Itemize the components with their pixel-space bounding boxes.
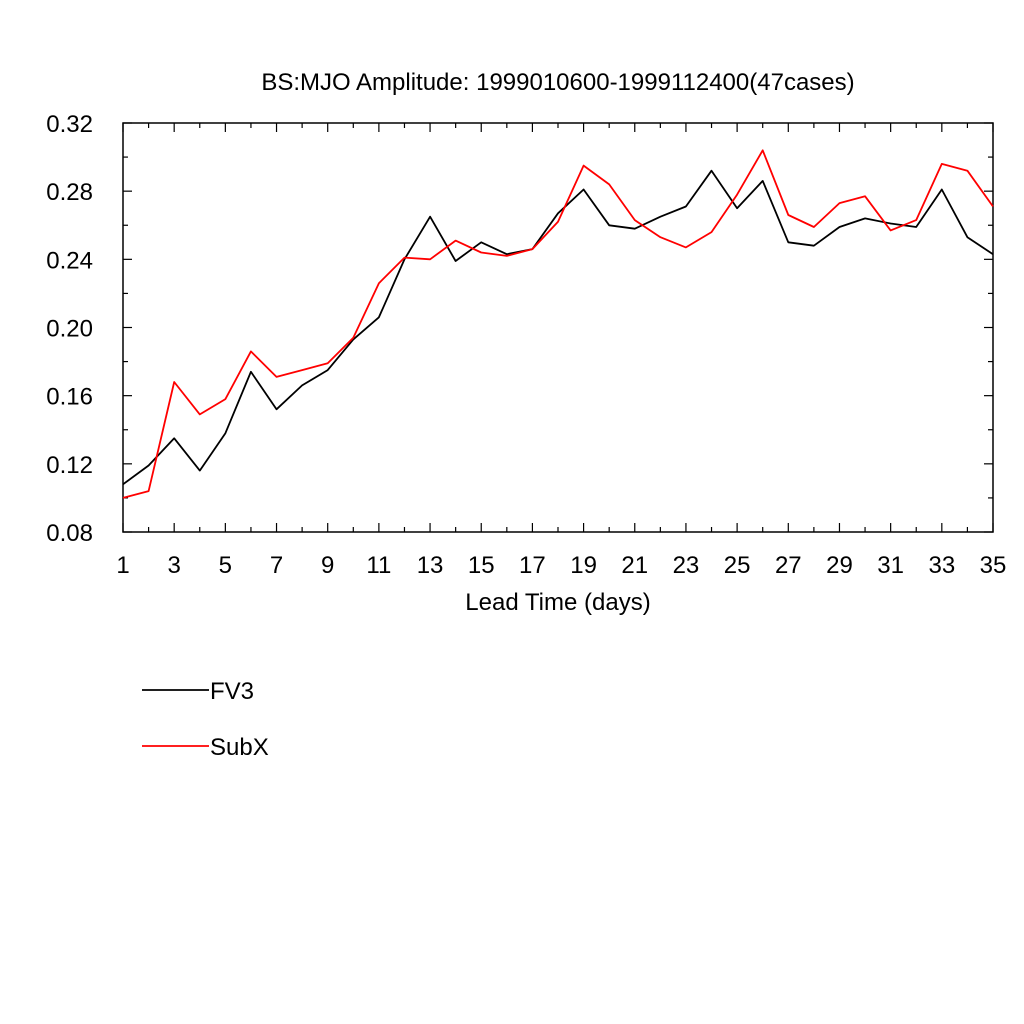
x-tick-label: 3	[167, 552, 180, 579]
x-tick-label: 25	[724, 552, 751, 579]
x-tick-label: 29	[826, 552, 853, 579]
x-tick-label: 19	[570, 552, 597, 579]
x-axis-ticks: 1 3 5 7 9 11 13 15 17 19 21 23 25 27 29 31 33 35	[116, 123, 1006, 579]
x-tick-label: 35	[980, 552, 1007, 579]
x-tick-label: 15	[468, 552, 495, 579]
plot-border	[122, 122, 994, 533]
y-tick-label: 0.08	[46, 520, 93, 547]
x-axis-label: Lead Time (days)	[465, 589, 650, 616]
y-tick-label: 0.32	[46, 111, 93, 138]
y-tick-label: 0.12	[46, 452, 93, 479]
x-tick-label: 5	[219, 552, 232, 579]
chart-title: BS:MJO Amplitude: 1999010600-1999112400(…	[261, 69, 854, 96]
x-tick-label: 21	[621, 552, 648, 579]
y-tick-label: 0.16	[46, 384, 93, 411]
x-tick-label: 11	[366, 552, 391, 579]
series-line-subx	[122, 149, 994, 499]
y-tick-label: 0.28	[46, 179, 93, 206]
y-axis-ticks: 0.08 0.12 0.16 0.20 0.24 0.28 0.32	[46, 111, 993, 547]
y-tick-label: 0.20	[46, 316, 93, 343]
y-tick-label: 0.24	[46, 247, 93, 274]
plot-frame	[122, 122, 994, 533]
x-tick-label: 7	[270, 552, 283, 579]
x-tick-label: 23	[673, 552, 700, 579]
x-tick-label: 31	[877, 552, 904, 579]
x-tick-label: 13	[417, 552, 444, 579]
x-tick-label: 33	[928, 552, 955, 579]
x-tick-label: 1	[116, 552, 129, 579]
x-tick-label: 27	[775, 552, 802, 579]
legend-label-subx: SubX	[210, 734, 269, 761]
series-layer	[122, 149, 994, 499]
x-tick-label: 9	[321, 552, 334, 579]
x-tick-label: 17	[519, 552, 546, 579]
legend: FV3 SubX	[142, 678, 269, 761]
series-line-fv3	[122, 169, 994, 486]
legend-label-fv3: FV3	[210, 678, 254, 705]
